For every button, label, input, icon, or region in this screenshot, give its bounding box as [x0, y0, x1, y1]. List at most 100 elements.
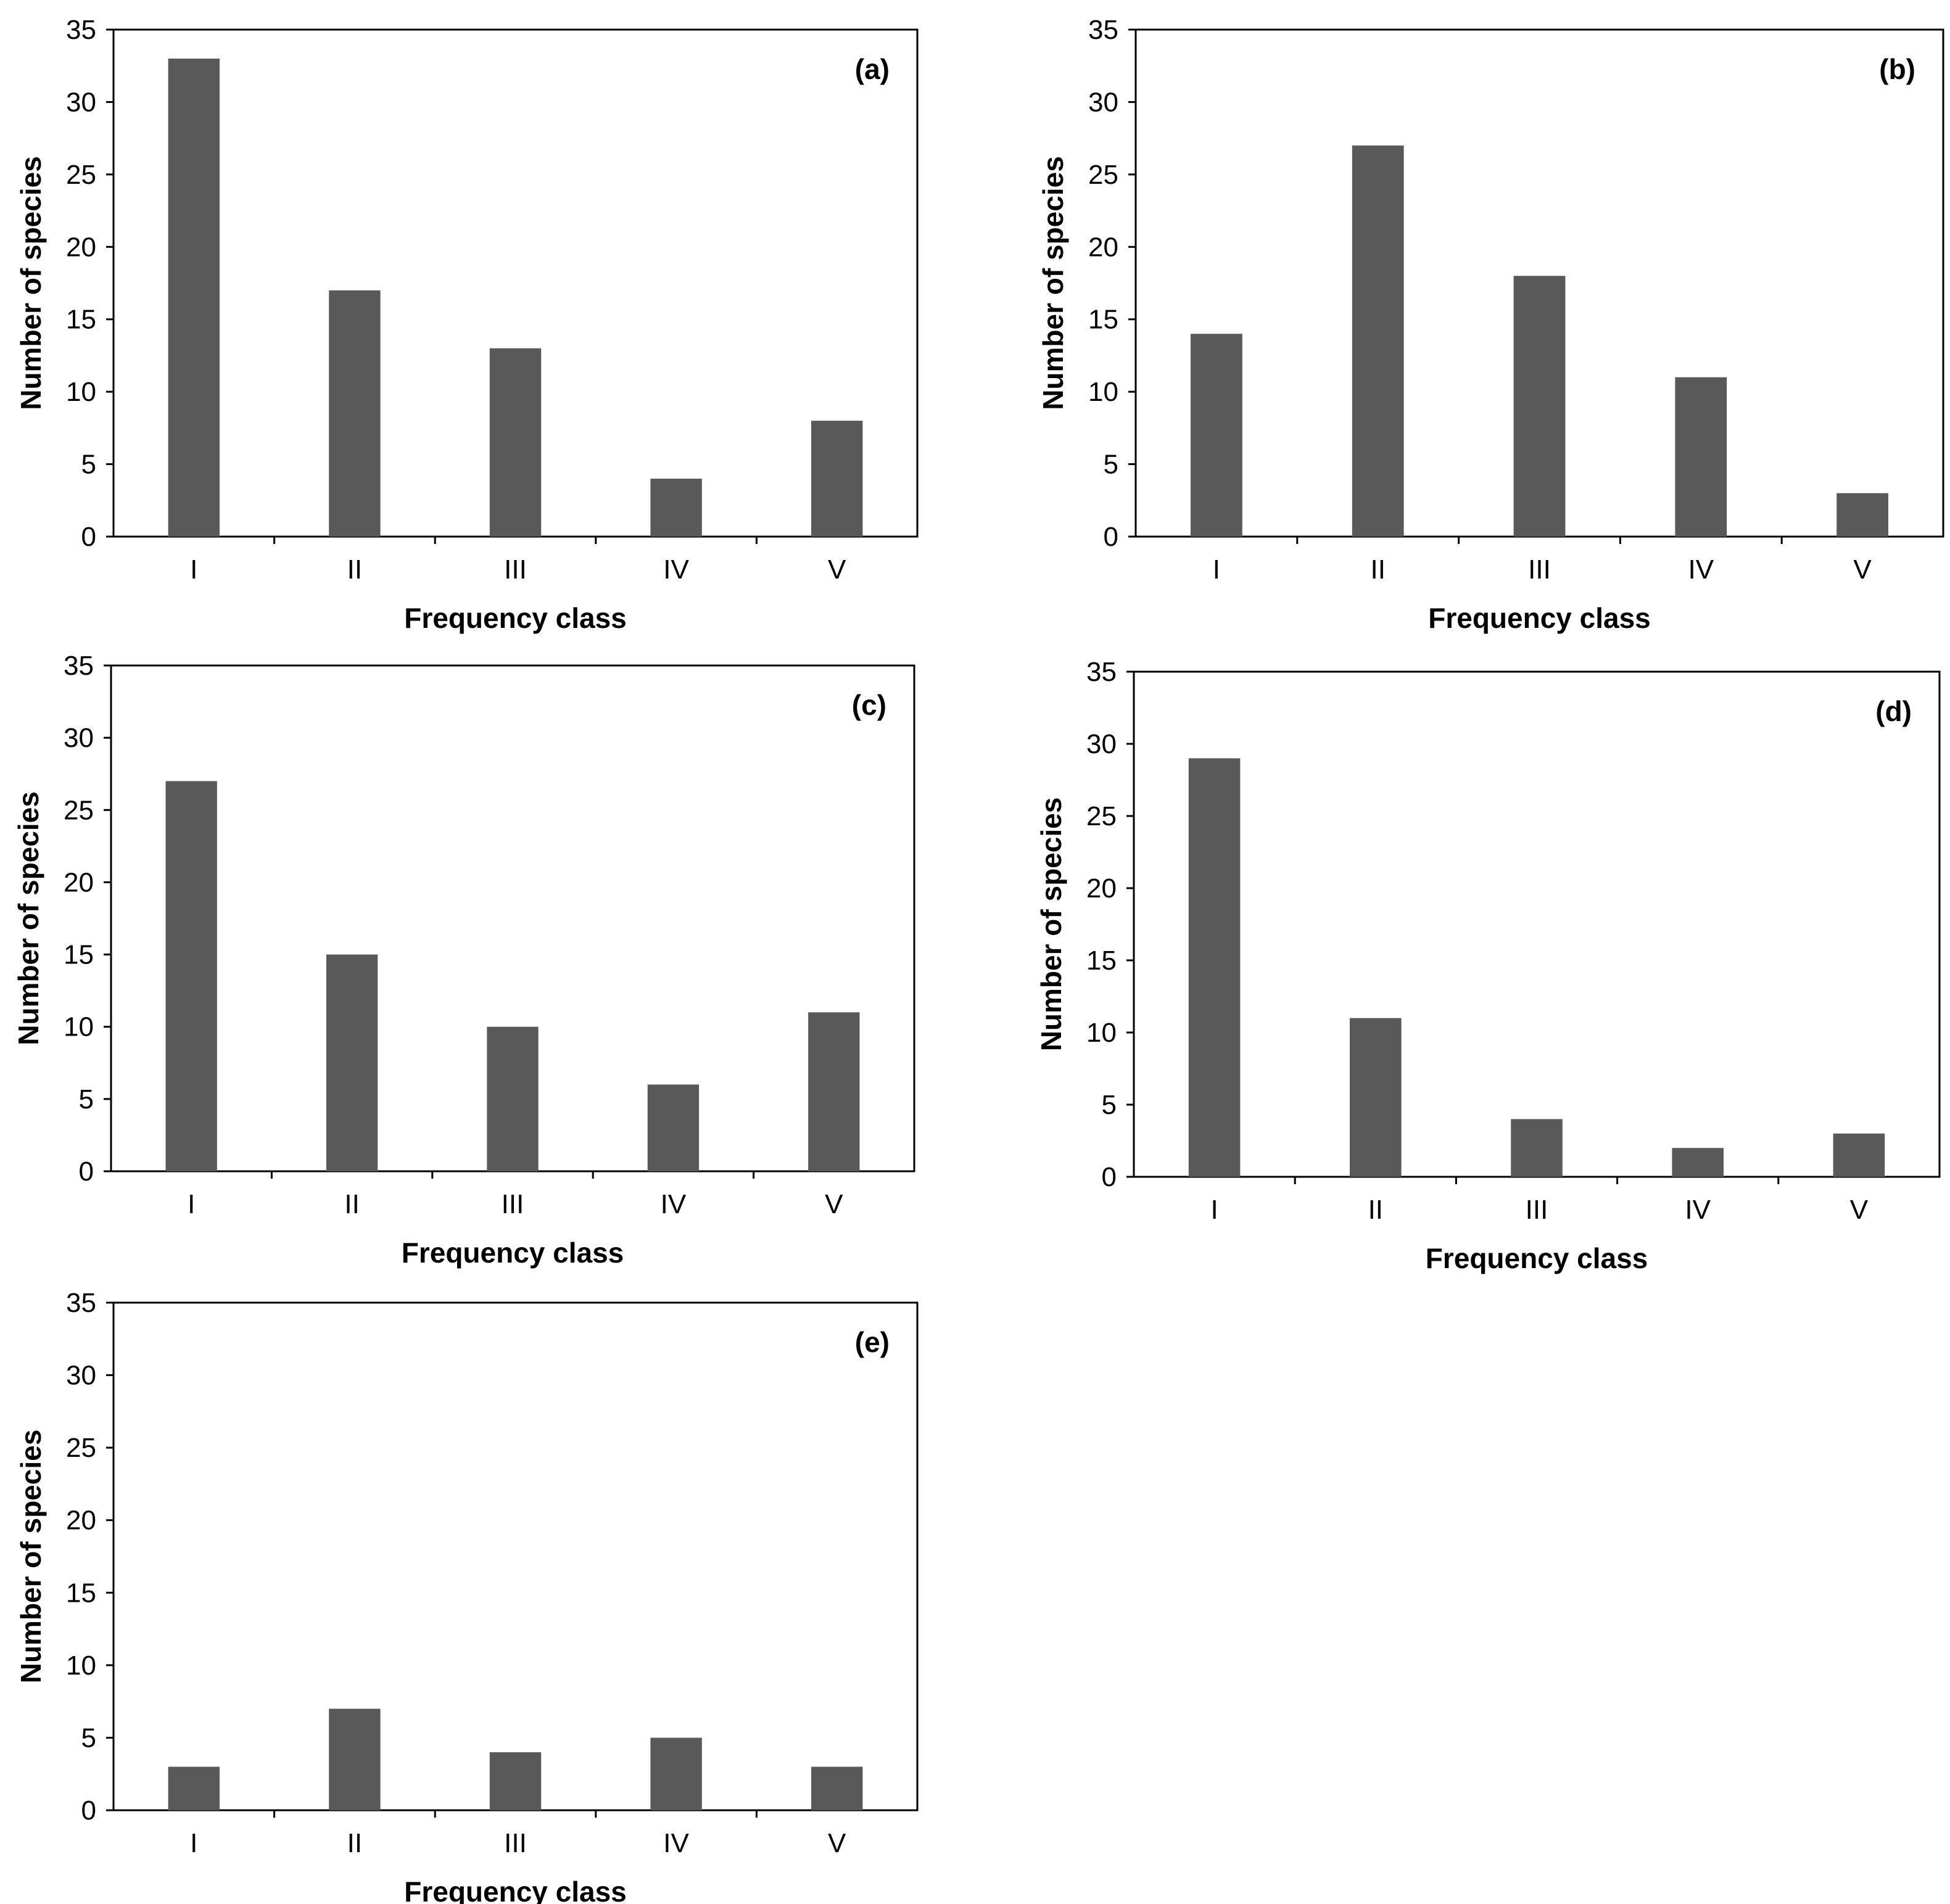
y-tick-label: 10 — [1088, 377, 1118, 407]
bar-iii — [489, 348, 542, 537]
y-tick-label: 30 — [1088, 87, 1118, 117]
x-category-label: II — [1370, 554, 1385, 585]
y-tick-label: 5 — [1104, 450, 1118, 480]
y-axis-title: Number of species — [12, 791, 44, 1045]
y-tick-label: 0 — [81, 522, 96, 552]
y-tick-label: 15 — [1088, 305, 1118, 335]
y-tick-label: 30 — [1086, 729, 1117, 759]
y-tick-label: 10 — [64, 1012, 94, 1042]
x-category-label: V — [828, 554, 846, 585]
bar-v — [811, 1766, 863, 1810]
bar-i — [165, 781, 217, 1171]
bar-ii — [329, 290, 381, 537]
x-category-label: IV — [1688, 554, 1714, 585]
y-axis-title: Number of species — [1037, 156, 1069, 410]
x-category-label: IV — [661, 1189, 687, 1219]
x-axis-title: Frequency class — [402, 1237, 624, 1269]
y-tick-label: 0 — [1104, 522, 1118, 552]
bar-v — [1833, 1133, 1885, 1177]
y-tick-label: 0 — [81, 1795, 96, 1826]
y-tick-label: 25 — [66, 160, 96, 190]
x-category-label: I — [190, 554, 197, 585]
bar-iv — [650, 479, 702, 537]
x-axis-title: Frequency class — [404, 602, 627, 634]
y-tick-label: 20 — [64, 867, 94, 897]
bar-iii — [1511, 1119, 1563, 1177]
x-category-label: II — [344, 1189, 359, 1219]
bar-iv — [647, 1084, 700, 1171]
x-category-label: I — [190, 1828, 197, 1858]
x-category-label: V — [825, 1189, 843, 1219]
y-tick-label: 10 — [66, 377, 96, 407]
y-tick-label: 20 — [1088, 232, 1118, 262]
x-category-label: III — [1526, 1195, 1548, 1225]
y-tick-label: 25 — [66, 1433, 96, 1463]
y-tick-label: 20 — [66, 1506, 96, 1536]
y-tick-label: 30 — [66, 1361, 96, 1391]
x-category-label: IV — [663, 1828, 689, 1858]
x-category-label: III — [502, 1189, 524, 1219]
y-tick-label: 20 — [66, 232, 96, 262]
x-category-label: III — [1528, 554, 1551, 585]
x-axis-title: Frequency class — [1428, 602, 1651, 634]
panel-label: (b) — [1879, 53, 1915, 85]
y-tick-label: 35 — [1086, 657, 1117, 687]
y-tick-label: 15 — [1086, 946, 1117, 976]
y-tick-label: 5 — [79, 1084, 94, 1115]
x-category-label: V — [828, 1828, 846, 1858]
y-tick-label: 0 — [79, 1156, 94, 1187]
x-category-label: I — [1213, 554, 1220, 585]
x-axis-title: Frequency class — [404, 1876, 627, 1904]
plot-frame — [112, 1301, 919, 1811]
y-tick-label: 35 — [64, 651, 94, 681]
y-tick-label: 20 — [1086, 873, 1117, 904]
panel-label: (a) — [855, 53, 890, 85]
bar-v — [808, 1012, 860, 1171]
y-tick-label: 15 — [64, 940, 94, 970]
x-category-label: II — [347, 554, 362, 585]
x-category-label: III — [504, 554, 527, 585]
x-category-label: I — [1210, 1195, 1218, 1225]
y-tick-label: 35 — [66, 1288, 96, 1318]
bar-ii — [329, 1708, 381, 1810]
bar-iv — [1675, 377, 1727, 537]
x-category-label: IV — [663, 554, 689, 585]
bar-i — [168, 1766, 220, 1810]
y-tick-label: 25 — [1088, 160, 1118, 190]
bar-iii — [1513, 276, 1566, 537]
y-tick-label: 5 — [1102, 1090, 1117, 1120]
y-tick-label: 25 — [1086, 801, 1117, 831]
bar-ii — [1350, 1018, 1402, 1177]
x-category-label: III — [504, 1828, 527, 1858]
y-tick-label: 15 — [66, 305, 96, 335]
bar-iii — [487, 1026, 539, 1171]
bar-i — [168, 58, 220, 537]
bar-v — [1836, 493, 1888, 537]
y-axis-title: Number of species — [15, 156, 47, 410]
bar-iv — [1672, 1148, 1724, 1177]
bar-i — [1188, 758, 1241, 1177]
bar-ii — [326, 954, 378, 1171]
panel-label: (d) — [1875, 695, 1912, 727]
x-category-label: II — [1368, 1195, 1383, 1225]
y-tick-label: 5 — [81, 450, 96, 480]
panel-label: (e) — [855, 1326, 890, 1358]
y-tick-label: 35 — [1088, 15, 1118, 45]
y-tick-label: 15 — [66, 1578, 96, 1608]
x-category-label: II — [347, 1828, 362, 1858]
y-axis-title: Number of species — [15, 1430, 47, 1684]
panel-label: (c) — [852, 689, 886, 721]
y-tick-label: 35 — [66, 15, 96, 45]
y-tick-label: 25 — [64, 795, 94, 825]
y-tick-label: 5 — [81, 1723, 96, 1753]
bar-i — [1191, 334, 1242, 537]
x-category-label: IV — [1685, 1195, 1711, 1225]
y-tick-label: 0 — [1102, 1162, 1117, 1192]
x-axis-title: Frequency class — [1426, 1242, 1648, 1274]
